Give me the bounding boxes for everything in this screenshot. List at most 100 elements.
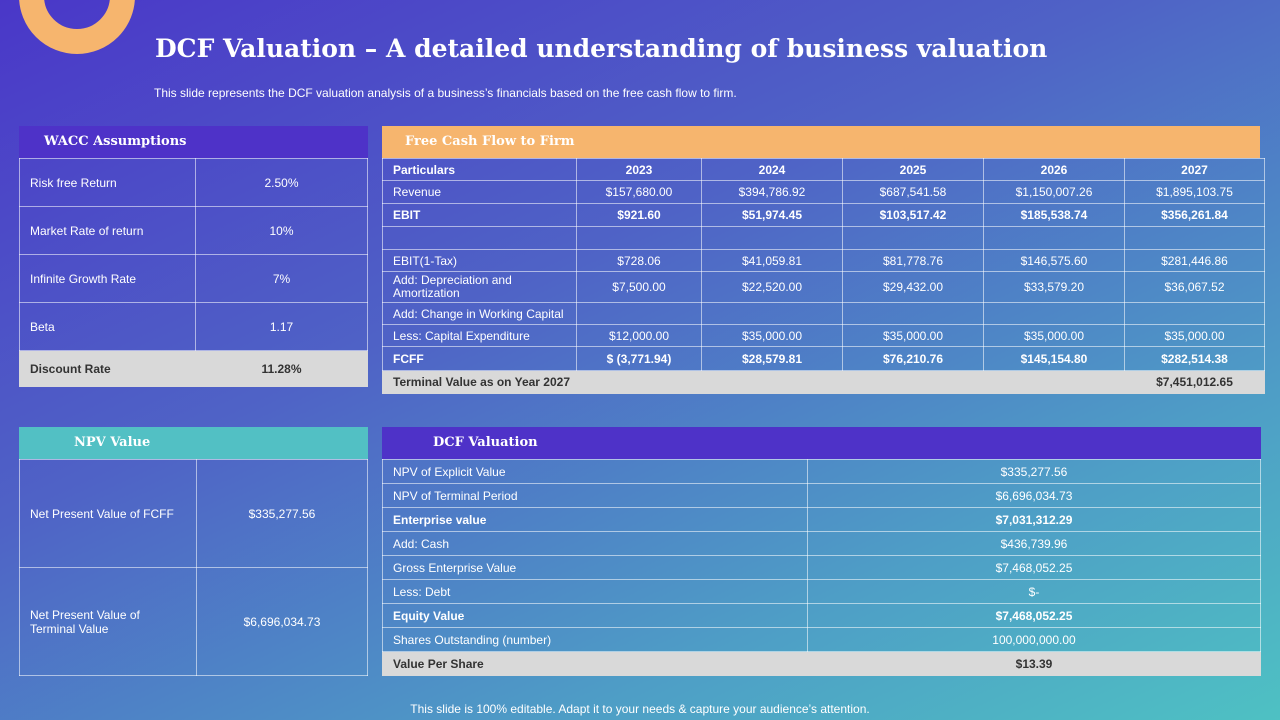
- table-row: EBIT $921.60 $51,974.45 $103,517.42 $185…: [382, 203, 1265, 227]
- wacc-table: Risk free Return 2.50% Market Rate of re…: [19, 158, 368, 387]
- table-cell: $35,000.00: [1124, 324, 1265, 347]
- table-cell: $1,895,103.75: [1124, 180, 1265, 204]
- column-header: 2023: [576, 158, 702, 181]
- table-cell: $22,520.00: [701, 271, 843, 303]
- table-cell: $921.60: [576, 203, 702, 227]
- table-cell: $51,974.45: [701, 203, 843, 227]
- dcf-table: NPV of Explicit Value $335,277.56 NPV of…: [382, 459, 1261, 676]
- table-cell: $28,579.81: [701, 346, 843, 371]
- table-cell: $76,210.76: [842, 346, 984, 371]
- npv-value: $6,696,034.73: [196, 567, 368, 676]
- table-cell: $36,067.52: [1124, 271, 1265, 303]
- fcff-heading: Free Cash Flow to Firm: [382, 126, 1260, 158]
- wacc-row: Market Rate of return 10%: [19, 206, 368, 255]
- fcff-table: Particulars 2023 2024 2025 2026 2027 Rev…: [382, 158, 1265, 394]
- npv-heading: NPV Value: [19, 427, 368, 459]
- table-row: Add: Cash $436,739.96: [382, 531, 1261, 556]
- terminal-value-row: Terminal Value as on Year 2027 $7,451,01…: [382, 370, 1265, 394]
- row-label: Shares Outstanding (number): [382, 627, 808, 652]
- column-header: 2027: [1124, 158, 1265, 181]
- wacc-label: Infinite Growth Rate: [19, 254, 196, 303]
- value-per-share-label: Value Per Share: [382, 651, 808, 676]
- table-cell: $35,000.00: [983, 324, 1125, 347]
- table-cell: $33,579.20: [983, 271, 1125, 303]
- row-label: Less: Debt: [382, 579, 808, 604]
- table-cell: $1,150,007.26: [983, 180, 1125, 204]
- wacc-label: Market Rate of return: [19, 206, 196, 255]
- table-row: Add: Change in Working Capital: [382, 302, 1265, 325]
- column-header: Particulars: [382, 158, 577, 181]
- table-cell: $185,538.74: [983, 203, 1125, 227]
- wacc-value: 2.50%: [195, 158, 368, 207]
- row-label: Add: Depreciation and Amortization: [382, 271, 577, 303]
- page-title: DCF Valuation – A detailed understanding…: [155, 34, 1048, 63]
- wacc-value: 7%: [195, 254, 368, 303]
- row-label: Equity Value: [382, 603, 808, 628]
- fcff-panel: Free Cash Flow to Firm Particulars 2023 …: [382, 126, 1265, 394]
- discount-rate-label: Discount Rate: [19, 350, 196, 387]
- npv-label: Net Present Value of Terminal Value: [19, 567, 197, 676]
- npv-value: $335,277.56: [196, 459, 368, 568]
- table-cell: [1124, 302, 1265, 325]
- discount-rate-value: 11.28%: [195, 350, 368, 387]
- row-label: Less: Capital Expenditure: [382, 324, 577, 347]
- table-cell: $281,446.86: [1124, 249, 1265, 272]
- wacc-row: Risk free Return 2.50%: [19, 158, 368, 207]
- table-cell: $356,261.84: [1124, 203, 1265, 227]
- table-cell: $81,778.76: [842, 249, 984, 272]
- table-cell: [701, 226, 843, 250]
- table-cell: $282,514.38: [1124, 346, 1265, 371]
- wacc-label: Risk free Return: [19, 158, 196, 207]
- table-cell: $12,000.00: [576, 324, 702, 347]
- table-cell: $436,739.96: [807, 531, 1261, 556]
- npv-label: Net Present Value of FCFF: [19, 459, 197, 568]
- decorative-ring: [19, 0, 135, 54]
- table-cell: $7,468,052.25: [807, 603, 1261, 628]
- table-row: Gross Enterprise Value $7,468,052.25: [382, 555, 1261, 580]
- table-cell: $145,154.80: [983, 346, 1125, 371]
- table-cell: $394,786.92: [701, 180, 843, 204]
- terminal-value: $7,451,012.65: [1124, 370, 1265, 394]
- row-label: EBIT(1-Tax): [382, 249, 577, 272]
- table-cell: $7,500.00: [576, 271, 702, 303]
- row-label: EBIT: [382, 203, 577, 227]
- dcf-panel: DCF Valuation NPV of Explicit Value $335…: [382, 427, 1261, 676]
- column-header: 2026: [983, 158, 1125, 181]
- row-label: NPV of Terminal Period: [382, 483, 808, 508]
- table-row: NPV of Terminal Period $6,696,034.73: [382, 483, 1261, 508]
- wacc-heading: WACC Assumptions: [19, 126, 368, 158]
- table-cell: $687,541.58: [842, 180, 984, 204]
- table-cell: [983, 226, 1125, 250]
- column-header: 2025: [842, 158, 984, 181]
- table-row: FCFF $ (3,771.94) $28,579.81 $76,210.76 …: [382, 346, 1265, 371]
- table-row: [382, 226, 1265, 250]
- table-row: Equity Value $7,468,052.25: [382, 603, 1261, 628]
- wacc-total-row: Discount Rate 11.28%: [19, 350, 368, 387]
- npv-row: Net Present Value of Terminal Value $6,6…: [19, 567, 368, 676]
- table-cell: [701, 302, 843, 325]
- table-cell: $6,696,034.73: [807, 483, 1261, 508]
- npv-panel: NPV Value Net Present Value of FCFF $335…: [19, 427, 368, 676]
- table-cell: $146,575.60: [983, 249, 1125, 272]
- table-cell: [576, 226, 702, 250]
- table-cell: $41,059.81: [701, 249, 843, 272]
- table-cell: $35,000.00: [842, 324, 984, 347]
- table-cell: [983, 302, 1125, 325]
- column-header: 2024: [701, 158, 843, 181]
- table-cell: [576, 302, 702, 325]
- table-row: Enterprise value $7,031,312.29: [382, 507, 1261, 532]
- wacc-label: Beta: [19, 302, 196, 351]
- table-cell: $157,680.00: [576, 180, 702, 204]
- table-cell: $728.06: [576, 249, 702, 272]
- value-per-share-value: $13.39: [807, 651, 1261, 676]
- table-cell: [842, 226, 984, 250]
- table-cell: [1124, 226, 1265, 250]
- terminal-value-label: Terminal Value as on Year 2027: [382, 370, 1125, 394]
- table-row: Shares Outstanding (number) 100,000,000.…: [382, 627, 1261, 652]
- table-cell: $35,000.00: [701, 324, 843, 347]
- page-subtitle: This slide represents the DCF valuation …: [154, 86, 737, 100]
- fcff-header-row: Particulars 2023 2024 2025 2026 2027: [382, 158, 1265, 181]
- wacc-row: Beta 1.17: [19, 302, 368, 351]
- row-label: Add: Cash: [382, 531, 808, 556]
- table-row: NPV of Explicit Value $335,277.56: [382, 459, 1261, 484]
